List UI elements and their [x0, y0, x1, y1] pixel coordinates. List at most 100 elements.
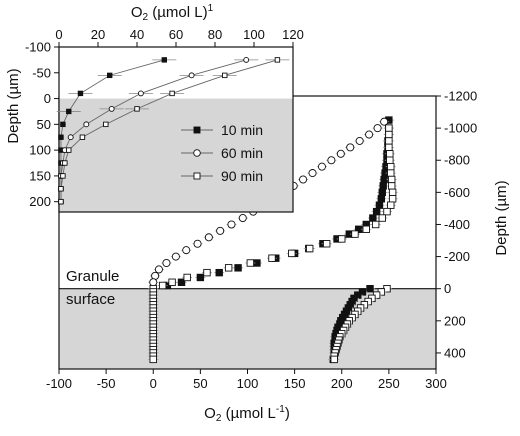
main-point — [377, 195, 386, 203]
inset-point — [58, 198, 64, 205]
surface-label: surface — [66, 291, 115, 308]
inset-point — [137, 90, 144, 97]
main-point — [168, 278, 176, 286]
main-x-axis: -100 -50 0 50 100 150 200 250 300 — [46, 369, 447, 391]
inset-x-tick-label: 80 — [208, 27, 222, 42]
legend-label: 60 min — [221, 145, 263, 161]
main-point — [388, 182, 396, 190]
main-x-tick-label: 50 — [193, 376, 207, 391]
main-point — [388, 188, 397, 197]
main-point — [362, 225, 370, 233]
main-point — [177, 278, 186, 286]
main-point — [317, 162, 326, 171]
main-point — [162, 258, 171, 268]
inset-y-tick-label: 50 — [37, 117, 51, 132]
inset-point — [161, 57, 168, 63]
main-x-tick-label: 0 — [150, 376, 157, 391]
main-point — [268, 254, 276, 262]
main-point — [193, 239, 202, 248]
inset-point — [243, 56, 250, 63]
inset-x-tick-label: 60 — [169, 27, 183, 42]
inset-y-tick-label: -50 — [32, 65, 51, 80]
main-point — [369, 214, 377, 222]
inset-point — [58, 186, 64, 192]
inset-point — [66, 108, 72, 115]
legend-marker — [193, 126, 201, 134]
main-point — [378, 214, 386, 222]
inset-x-tick-label: 120 — [282, 27, 304, 42]
main-point — [387, 201, 395, 209]
legend-label: 90 min — [221, 168, 263, 184]
main-point — [387, 162, 395, 171]
inset-point — [108, 105, 115, 112]
main-point — [216, 226, 225, 235]
inset-x-tick-label: 40 — [130, 27, 144, 42]
legend-marker — [193, 149, 201, 157]
main-point — [366, 285, 374, 293]
main-point — [306, 244, 314, 253]
main-point — [158, 281, 167, 290]
main-point — [215, 268, 223, 277]
main-shaded-region — [59, 288, 436, 369]
inset-y-tick-label: -100 — [25, 40, 51, 55]
inset-y-tick-label: 200 — [29, 194, 51, 209]
main-point — [388, 195, 397, 203]
inset-y-tick-label: 150 — [29, 168, 51, 183]
main-point — [227, 220, 236, 229]
main-x-tick-label: 300 — [425, 376, 447, 391]
main-point — [171, 252, 180, 261]
inset-point — [134, 106, 140, 112]
main-point — [327, 156, 336, 165]
main-y-tick-label: -400 — [444, 217, 470, 232]
main-point — [224, 264, 233, 272]
main-point — [371, 220, 380, 229]
main-series-group — [148, 116, 398, 364]
main-x-tick-label: 150 — [284, 376, 306, 391]
main-point — [338, 235, 346, 243]
main-point — [299, 175, 308, 184]
main-point — [386, 150, 394, 158]
main-point — [386, 156, 394, 164]
main-point — [379, 182, 387, 190]
inset-point — [188, 72, 195, 79]
inset-x-axis-label: O2 (µmol L)1 — [131, 3, 214, 23]
inset-y-tick-label: 100 — [29, 143, 51, 158]
inset-point — [222, 72, 228, 79]
inset-point — [60, 121, 66, 128]
main-y-axis-label: Depth (µm) — [493, 180, 510, 255]
main-y-tick-label: -1200 — [444, 89, 477, 104]
main-point — [154, 265, 163, 274]
main-point — [149, 278, 158, 287]
inset-point — [62, 160, 68, 166]
main-point — [183, 273, 191, 282]
main-point — [372, 207, 381, 216]
main-y-tick-label: -800 — [444, 153, 470, 168]
main-point — [383, 207, 391, 216]
main-point — [346, 143, 355, 152]
main-point — [330, 355, 338, 364]
inset-point — [60, 173, 66, 179]
main-point — [196, 273, 205, 282]
main-y-tick-label: 200 — [444, 313, 466, 328]
legend-label: 10 min — [221, 122, 263, 138]
main-point — [378, 188, 386, 197]
inset-point — [274, 57, 281, 63]
main-y-tick-label: 400 — [444, 345, 466, 360]
main-x-tick-label: 200 — [331, 376, 353, 391]
main-y-tick-label: 0 — [444, 281, 451, 296]
main-y-tick-label: -200 — [444, 249, 470, 264]
main-x-tick-label: -100 — [46, 376, 72, 391]
main-point — [182, 246, 191, 255]
main-point — [385, 143, 393, 152]
inset-x-tick-label: 0 — [55, 27, 62, 42]
inset-x-axis: 0 20 40 60 80 100 120 — [55, 27, 304, 47]
main-point — [373, 124, 382, 133]
main-x-axis-label: O2 (µmol L-1) — [204, 404, 290, 424]
main-point — [385, 130, 393, 139]
main-point — [322, 240, 331, 248]
granule-label: Granule — [66, 268, 119, 285]
inset-y-axis: -100 -50 0 50 100 150 200 — [25, 40, 59, 209]
main-x-tick-label: 100 — [237, 376, 259, 391]
main-y-axis: -1200 -1000 -800 -600 -400 -200 0 200 400 — [436, 89, 477, 360]
